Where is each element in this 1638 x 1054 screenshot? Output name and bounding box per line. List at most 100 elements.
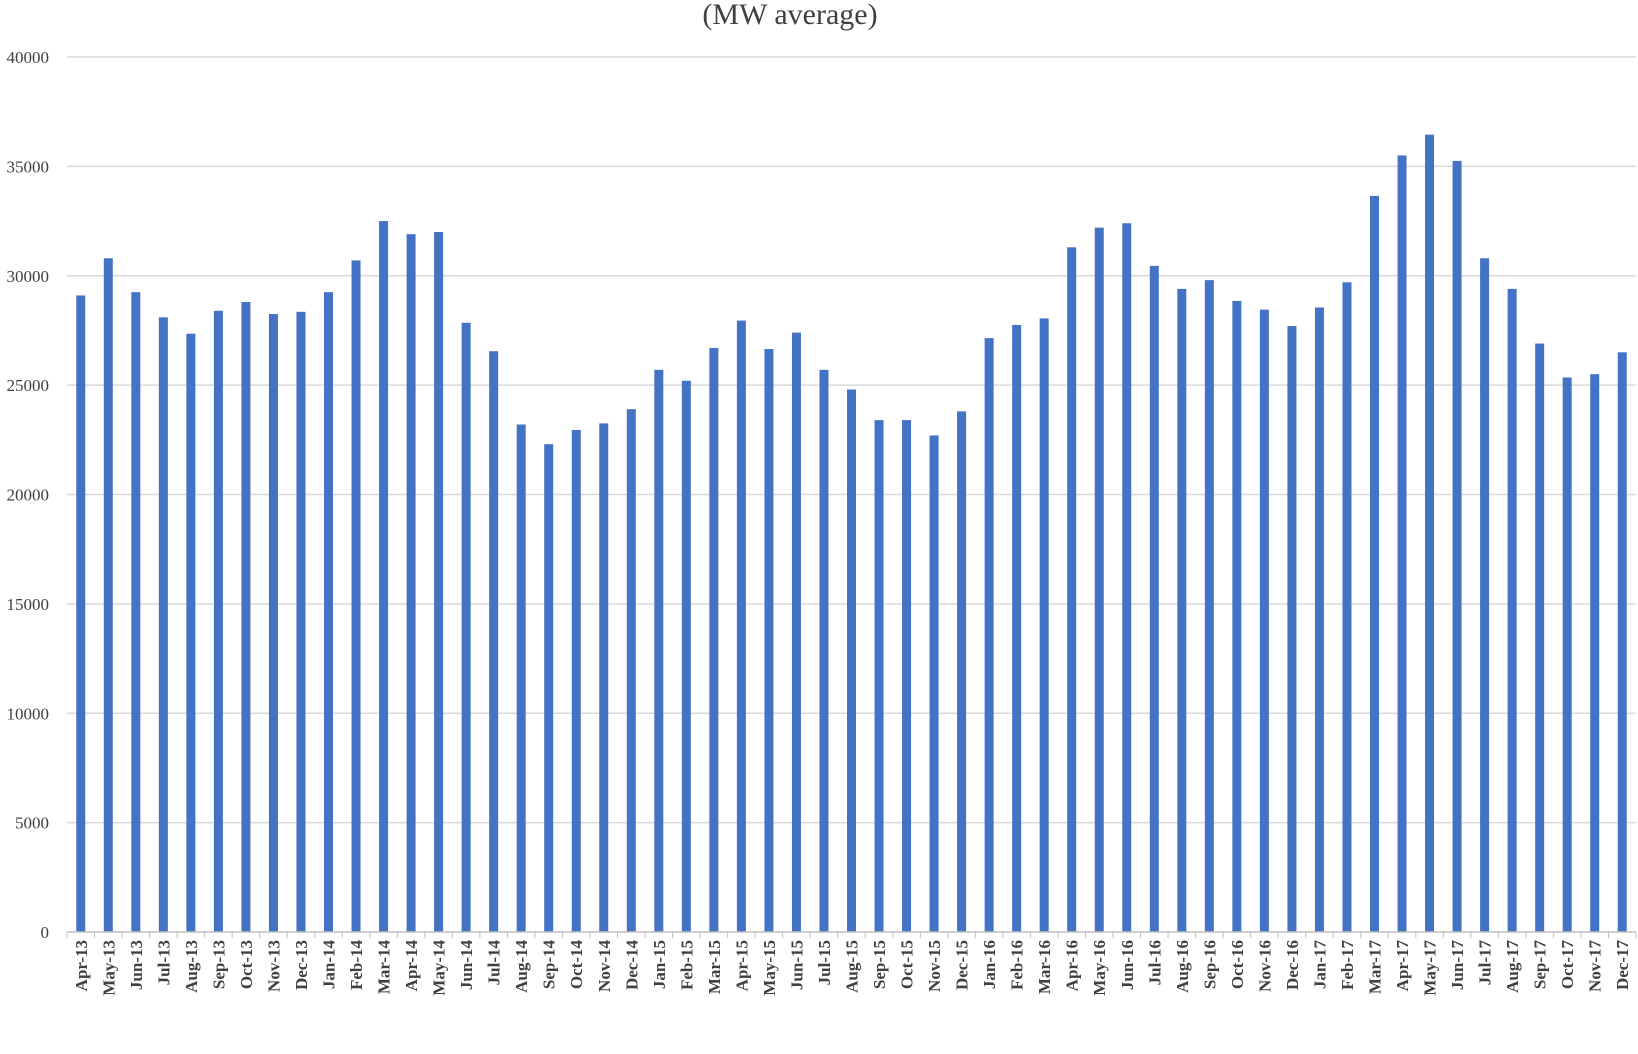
bar: [874, 420, 884, 932]
y-tick-label: 35000: [7, 157, 50, 176]
bar: [158, 317, 168, 932]
bar: [379, 221, 389, 932]
x-tick-label: May-15: [760, 940, 779, 996]
bar: [351, 260, 361, 932]
x-tick-label: Jan-15: [650, 940, 669, 989]
bar: [268, 314, 278, 932]
x-tick-label: Aug-15: [843, 940, 862, 993]
bar: [516, 424, 526, 932]
y-axis-ticks: 0 5000 10000 15000 20000 25000 30000 35000 40000: [7, 48, 50, 942]
x-tick-label: Mar-14: [375, 940, 394, 995]
bar: [626, 409, 636, 932]
bar: [1342, 282, 1352, 932]
bar: [76, 295, 86, 932]
x-tick-label: Dec-14: [622, 940, 641, 991]
x-tick-label: Oct-15: [898, 940, 917, 989]
x-tick-label: Feb-17: [1338, 940, 1357, 991]
x-tick-label: Aug-17: [1503, 940, 1522, 993]
bar: [241, 302, 251, 932]
bar: [1259, 309, 1269, 932]
bar: [1067, 247, 1077, 932]
y-tick-label: 25000: [7, 376, 50, 395]
x-tick-label: Sep-17: [1531, 940, 1550, 990]
x-tick-label: Nov-15: [925, 940, 944, 992]
x-tick-label: Jul-13: [154, 940, 173, 985]
x-tick-label: Jun-13: [127, 940, 146, 990]
bar: [1617, 352, 1627, 932]
x-tick-label: Nov-14: [595, 940, 614, 992]
bar: [1149, 265, 1159, 932]
bar: [984, 338, 994, 932]
x-tick-label: Jul-16: [1145, 940, 1164, 985]
bar: [461, 322, 471, 932]
bar: [1397, 155, 1407, 932]
x-tick-label: Jun-14: [457, 940, 476, 991]
x-tick-label: Aug-16: [1173, 940, 1192, 993]
x-tick-label: Jan-17: [1310, 940, 1329, 990]
y-tick-label: 15000: [7, 595, 50, 614]
y-tick-label: 30000: [7, 267, 50, 286]
bar: [213, 310, 223, 932]
x-tick-label: Mar-16: [1035, 940, 1054, 994]
x-tick-label: Jan-16: [980, 940, 999, 989]
x-tick-label: Feb-16: [1008, 940, 1027, 990]
x-tick-label: May-13: [99, 940, 118, 996]
bar: [1232, 300, 1242, 932]
bar: [709, 347, 719, 932]
x-tick-label: Feb-15: [677, 940, 696, 990]
bar: [599, 423, 609, 932]
x-tick-label: Apr-16: [1063, 940, 1082, 991]
x-tick-label: Sep-16: [1200, 940, 1219, 989]
bar: [1204, 280, 1214, 932]
x-tick-label: Dec-13: [292, 940, 311, 990]
bar: [1507, 288, 1517, 932]
bar: [819, 369, 829, 932]
x-tick-label: Apr-14: [402, 940, 421, 992]
bar: [1039, 318, 1049, 932]
bar: [1287, 326, 1297, 932]
x-axis-ticks: Apr-13 May-13 Jun-13 Jul-13 Aug-13 Sep-13 Oct-…: [72, 940, 1632, 996]
bar: [902, 420, 912, 932]
x-tick-label: Aug-14: [512, 940, 531, 993]
x-tick-label: Aug-13: [182, 940, 201, 993]
x-tick-label: Oct-13: [237, 940, 256, 989]
bar: [957, 411, 967, 932]
x-tick-label: Nov-16: [1255, 940, 1274, 992]
x-tick-label: May-14: [430, 940, 449, 996]
bar: [791, 332, 801, 932]
x-tick-label: Jul-17: [1476, 940, 1495, 986]
x-tick-label: Mar-15: [705, 940, 724, 994]
x-tick-label: May-16: [1090, 940, 1109, 996]
bar: [1425, 134, 1435, 932]
bar: [1535, 343, 1545, 932]
x-axis: [66, 931, 1637, 938]
x-tick-label: Jun-16: [1118, 940, 1137, 990]
bar: [1094, 227, 1104, 932]
x-tick-label: Oct-17: [1558, 940, 1577, 990]
x-tick-label: Apr-13: [72, 940, 91, 991]
bar: [131, 292, 141, 932]
bar: [296, 311, 306, 932]
bar: [1562, 377, 1572, 932]
x-tick-label: Dec-15: [953, 940, 972, 990]
bar: [654, 369, 664, 932]
bar: [929, 435, 939, 932]
chart-title: (MW average): [702, 0, 878, 31]
x-tick-label: Jan-14: [320, 940, 339, 990]
x-tick-label: Nov-13: [264, 940, 283, 992]
bar: [544, 444, 554, 932]
y-tick-label: 5000: [15, 814, 49, 833]
y-tick-label: 40000: [7, 48, 50, 67]
bar: [324, 292, 333, 932]
x-tick-label: Jul-15: [815, 940, 834, 985]
x-tick-label: Oct-16: [1228, 940, 1247, 989]
bar: [1314, 307, 1324, 932]
x-tick-label: Jun-15: [787, 940, 806, 990]
bar: [764, 349, 774, 932]
bars: [76, 134, 1627, 932]
x-tick-label: Sep-13: [209, 940, 228, 989]
bar: [489, 351, 499, 932]
y-tick-label: 20000: [7, 486, 50, 505]
bar: [103, 258, 113, 932]
